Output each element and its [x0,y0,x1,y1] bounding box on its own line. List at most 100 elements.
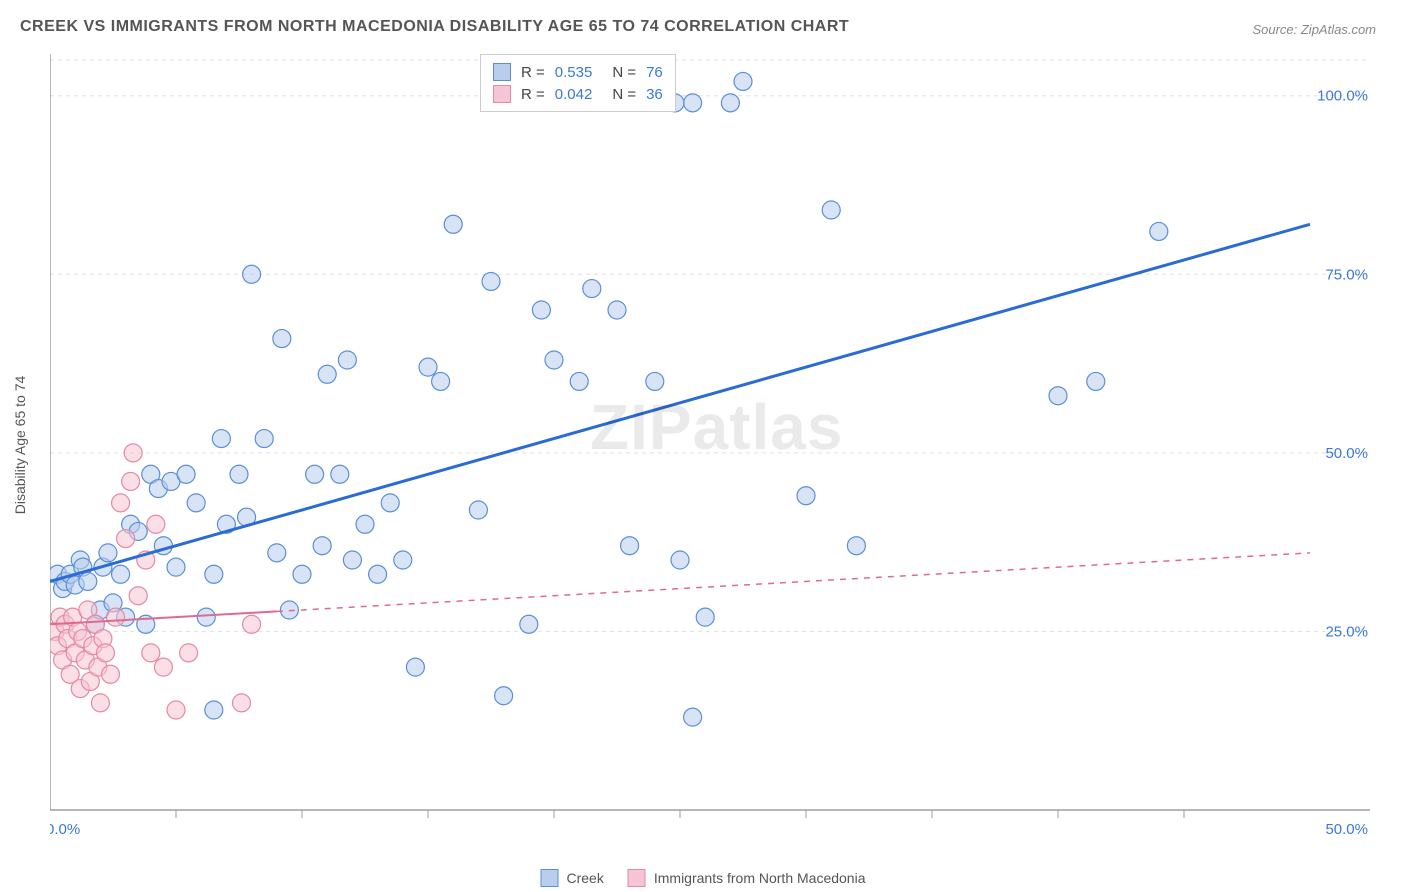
scatter-plot-svg: 25.0% 50.0% 75.0% 100.0% 0.0% 50.0% [50,50,1380,840]
data-point [797,487,815,505]
data-point [331,465,349,483]
data-point [432,372,450,390]
data-point [112,494,130,512]
data-point [520,615,538,633]
data-point [107,608,125,626]
data-point [356,515,374,533]
data-point [313,537,331,555]
data-point [268,544,286,562]
data-point [255,430,273,448]
series-legend-label: Creek [567,870,604,886]
r-value: 0.042 [555,86,593,103]
data-point [112,565,130,583]
legend-swatch [541,869,559,887]
data-point [293,565,311,583]
data-point [1087,372,1105,390]
data-point [1150,222,1168,240]
legend-swatch [628,869,646,887]
r-value: 0.535 [555,64,593,81]
data-point [230,465,248,483]
data-point [406,658,424,676]
n-label: N = [612,64,636,81]
trend-line [50,224,1310,581]
series-legend-label: Immigrants from North Macedonia [654,870,866,886]
series-legend-item: Immigrants from North Macedonia [628,869,866,887]
x-tick-label: 50.0% [1325,821,1368,838]
n-value: 36 [646,86,663,103]
data-point [734,72,752,90]
data-point [167,701,185,719]
series-legend: Creek Immigrants from North Macedonia [541,869,866,887]
data-point [671,551,689,569]
data-point [646,372,664,390]
data-point [1049,387,1067,405]
data-point [338,351,356,369]
y-tick-label: 50.0% [1325,445,1368,462]
data-point [583,280,601,298]
data-point [482,272,500,290]
chart-area: Disability Age 65 to 74 25.0%50.0%75.0%1… [50,50,1380,840]
data-point [101,665,119,683]
data-point [79,572,97,590]
data-point [369,565,387,583]
data-point [822,201,840,219]
data-point [532,301,550,319]
data-point [212,430,230,448]
data-point [154,658,172,676]
r-label: R = [521,86,545,103]
data-point [721,94,739,112]
source-attribution: Source: ZipAtlas.com [1252,22,1376,37]
data-point [847,537,865,555]
data-point [318,365,336,383]
data-point [167,558,185,576]
stats-legend-row: R = 0.042 N = 36 [493,83,663,105]
n-value: 76 [646,64,663,81]
data-point [243,265,261,283]
data-point [187,494,205,512]
n-label: N = [612,86,636,103]
data-point [684,708,702,726]
data-point [129,587,147,605]
data-point [394,551,412,569]
chart-title: CREEK VS IMMIGRANTS FROM NORTH MACEDONIA… [20,18,849,36]
data-point [147,515,165,533]
legend-swatch [493,63,511,81]
data-point [570,372,588,390]
data-point [99,544,117,562]
y-axis-label: Disability Age 65 to 74 [12,376,28,515]
data-point [117,530,135,548]
y-tick-label: 75.0% [1325,266,1368,283]
data-point [419,358,437,376]
data-point [469,501,487,519]
data-point [381,494,399,512]
data-point [96,644,114,662]
data-point [495,687,513,705]
data-point [205,701,223,719]
data-point [91,694,109,712]
data-point [444,215,462,233]
r-label: R = [521,64,545,81]
x-tick-label: 0.0% [50,821,80,838]
data-point [243,615,261,633]
data-point [180,644,198,662]
data-point [197,608,215,626]
data-point [306,465,324,483]
data-point [177,465,195,483]
data-point [273,330,291,348]
data-point [545,351,563,369]
data-point [233,694,251,712]
data-point [621,537,639,555]
stats-legend-row: R = 0.535 N = 76 [493,61,663,83]
data-point [696,608,714,626]
data-point [608,301,626,319]
trend-line-dashed [277,553,1310,612]
y-tick-label: 25.0% [1325,623,1368,640]
series-legend-item: Creek [541,869,604,887]
y-tick-label: 100.0% [1317,88,1368,105]
data-point [122,472,140,490]
data-point [124,444,142,462]
legend-swatch [493,85,511,103]
data-point [684,94,702,112]
stats-legend: R = 0.535 N = 76 R = 0.042 N = 36 [480,54,676,112]
data-point [142,644,160,662]
